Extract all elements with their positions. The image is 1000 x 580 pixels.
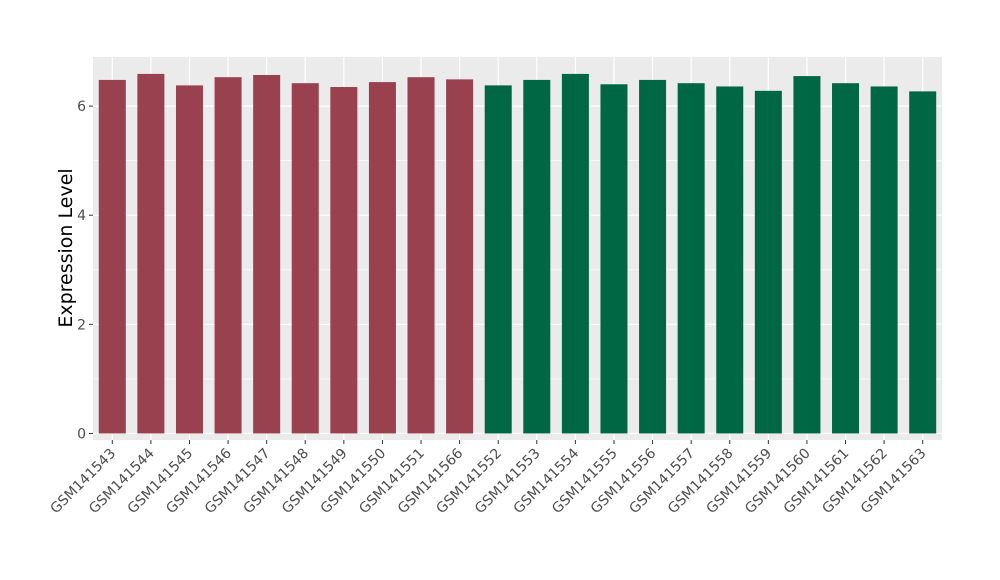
x-tick-label-GSM141543: GSM141543 (48, 446, 120, 518)
y-tick-label: 4 (77, 208, 86, 224)
bar-GSM141543 (98, 79, 126, 434)
bar-GSM141549 (330, 87, 358, 434)
bar-GSM141546 (214, 77, 242, 434)
bar-GSM141557 (677, 83, 705, 434)
bar-GSM141544 (137, 73, 165, 434)
bar-GSM141563 (909, 91, 937, 434)
bar-GSM141545 (175, 85, 203, 434)
bar-GSM141552 (484, 85, 512, 434)
y-tick-label: 0 (77, 426, 86, 442)
bar-GSM141560 (793, 76, 821, 434)
bar-GSM141556 (639, 79, 667, 434)
x-axis: GSM141543GSM141544GSM141545GSM141546GSM1… (48, 440, 930, 517)
bar-GSM141555 (600, 84, 628, 434)
y-tick-label: 2 (77, 317, 86, 333)
y-axis: 0 2 4 6 (77, 99, 93, 442)
bar-GSM141566 (446, 79, 474, 434)
bar-GSM141554 (561, 73, 589, 434)
bar-GSM141553 (523, 79, 551, 434)
bar-GSM141548 (291, 83, 319, 434)
bar-GSM141558 (716, 86, 744, 434)
bars (98, 73, 937, 434)
bar-GSM141561 (832, 83, 860, 434)
bar-GSM141547 (253, 75, 281, 434)
y-axis-title: Expression Level (55, 168, 77, 327)
bar-GSM141550 (368, 82, 396, 434)
bar-GSM141562 (870, 86, 898, 434)
bar-GSM141559 (754, 90, 782, 434)
bar-GSM141551 (407, 77, 435, 434)
y-tick-label: 6 (77, 99, 86, 115)
